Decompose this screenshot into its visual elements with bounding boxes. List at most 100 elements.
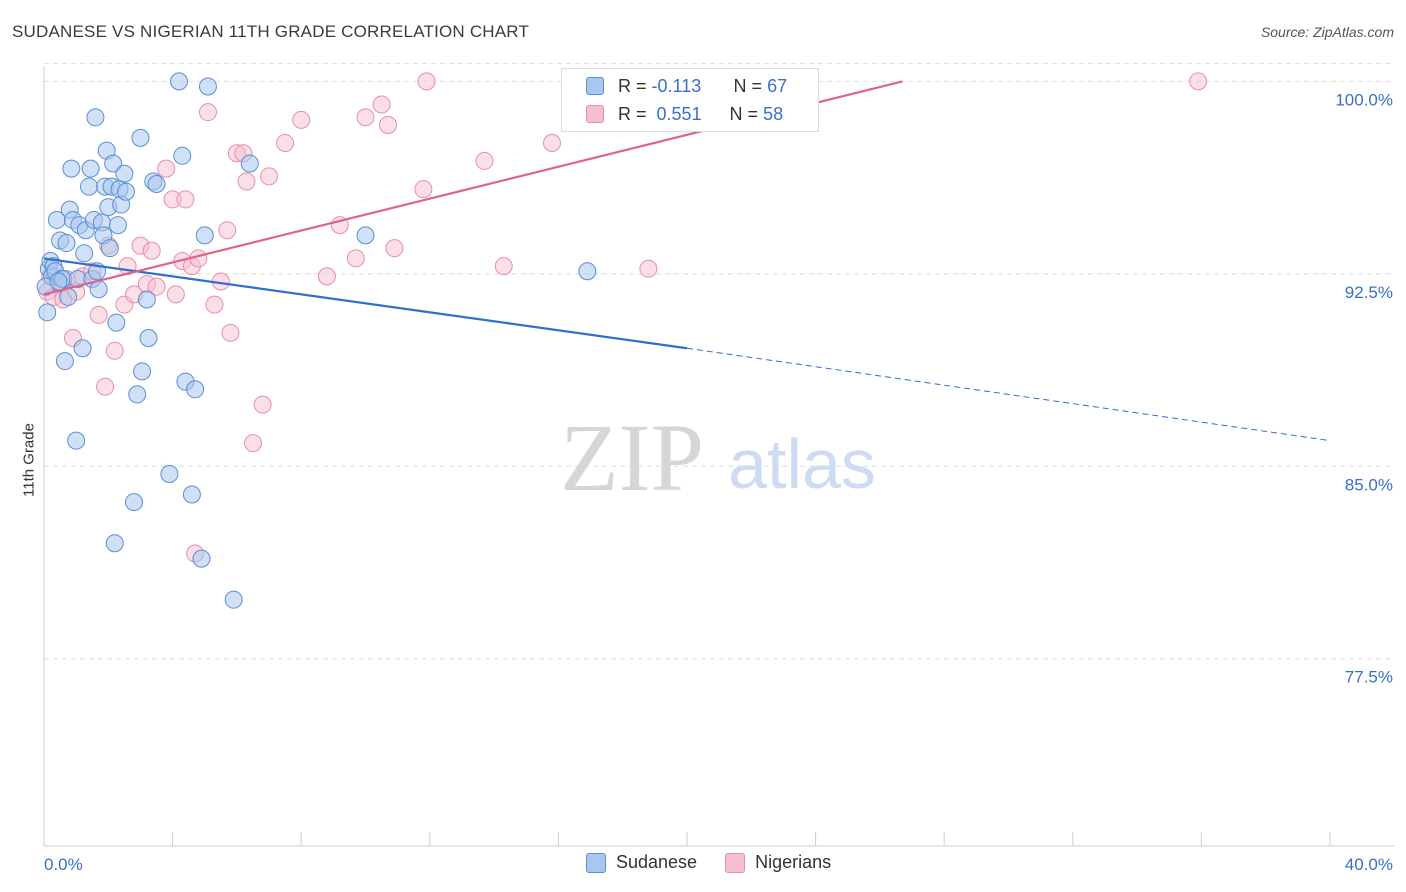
sudanese-point — [195, 226, 214, 245]
tick-labels: 77.5% 85.0% 92.5% 100.0% 0.0% 40.0% — [44, 90, 1393, 874]
nigerian-point — [542, 133, 561, 152]
sudanese-point — [81, 159, 100, 178]
legend-row-nigerian: R = 0.551 N = 58 — [586, 103, 783, 125]
sudanese-point — [73, 339, 92, 358]
legend-label-nigerians: Nigerians — [755, 852, 832, 872]
legend-row-sudanese: R = -0.113 N = 67 — [586, 75, 787, 97]
sudanese-point — [80, 177, 99, 196]
legend-n-label: N = — [733, 75, 763, 96]
watermark: ZIP atlas — [560, 404, 876, 511]
y-tick-label: 100.0% — [1335, 90, 1393, 109]
grid-lines — [44, 62, 1394, 660]
sudanese-point — [182, 485, 201, 504]
sudanese-point — [55, 352, 74, 371]
source-label: Source: ZipAtlas.com — [1260, 24, 1394, 40]
nigerian-point — [494, 257, 513, 276]
nigerian-point — [414, 180, 433, 199]
nigerian-point — [356, 108, 375, 127]
sudanese-point — [224, 590, 243, 609]
sudanese-point — [108, 216, 127, 235]
nigerian-point — [379, 116, 398, 135]
sudanese-point — [139, 328, 158, 347]
sudanese-point — [160, 464, 179, 483]
nigerian-point — [639, 259, 658, 278]
legend-n-value: 67 — [767, 75, 788, 96]
nigerian-point — [292, 110, 311, 129]
nigerian-point — [221, 323, 240, 342]
sudanese-point — [38, 303, 57, 322]
nigerian-point — [346, 249, 365, 268]
nigerian-point — [218, 221, 237, 240]
sudanese-point — [100, 239, 119, 258]
legend-r-value: 0.551 — [656, 103, 702, 124]
watermark-atlas: atlas — [728, 425, 876, 503]
sudanese-point — [49, 272, 68, 291]
nigerian-point — [166, 285, 185, 304]
y-axis-label: 11th Grade — [20, 423, 38, 497]
legend-r-label: R = — [618, 75, 647, 96]
y-tick-label: 77.5% — [1345, 668, 1393, 687]
nigerian-point — [142, 241, 161, 260]
nigerian-point — [385, 239, 404, 258]
trend-lines — [43, 80, 1331, 442]
sudanese-point — [67, 431, 86, 450]
nigerian-point — [89, 305, 108, 324]
sudanese-trend-extension — [686, 347, 1331, 442]
sudanese-point — [125, 493, 144, 512]
sudanese-swatch — [586, 852, 606, 873]
nigerian-point — [475, 151, 494, 170]
sudanese-point — [105, 534, 124, 553]
sudanese-point — [170, 72, 189, 91]
nigerian-point — [253, 395, 272, 414]
nigerian-point — [237, 172, 256, 191]
x-tick-label: 0.0% — [44, 855, 83, 874]
sudanese-points — [36, 72, 597, 609]
chart-title: SUDANESE VS NIGERIAN 11TH GRADE CORRELAT… — [12, 22, 530, 41]
sudanese-point — [147, 175, 166, 194]
sudanese-point — [137, 290, 156, 309]
y-tick-label: 92.5% — [1345, 283, 1393, 302]
sudanese-point — [133, 362, 152, 381]
nigerian-point — [260, 167, 279, 186]
sudanese-swatch — [586, 77, 604, 95]
legend-n-value: 58 — [763, 103, 784, 124]
sudanese-point — [131, 128, 150, 147]
nigerian-point — [176, 190, 195, 209]
nigerian-point — [205, 295, 224, 314]
y-tick-label: 85.0% — [1345, 475, 1393, 494]
nigerian-point — [276, 133, 295, 152]
legend-item-nigerians[interactable]: Nigerians — [725, 852, 831, 873]
sudanese-point — [62, 159, 81, 178]
series-legend: Sudanese Nigerians — [586, 852, 859, 873]
legend-label-sudanese: Sudanese — [616, 852, 698, 872]
sudanese-point — [115, 164, 134, 183]
x-tick-label: 40.0% — [1345, 855, 1393, 874]
nigerian-point — [147, 277, 166, 296]
sudanese-point — [116, 182, 135, 201]
sudanese-point — [128, 385, 147, 404]
legend-n-label: N = — [729, 103, 759, 124]
legend-r-value: -0.113 — [651, 75, 702, 96]
sudanese-point — [86, 108, 105, 127]
stats-legend: R = -0.113 N = 67 R = 0.551 N = 58 — [561, 68, 819, 132]
nigerian-point — [1189, 72, 1208, 91]
legend-item-sudanese[interactable]: Sudanese — [586, 852, 697, 873]
sudanese-point — [107, 313, 126, 332]
nigerian-point — [157, 159, 176, 178]
nigerian-swatch — [725, 852, 746, 873]
nigerian-point — [417, 72, 436, 91]
nigerian-point — [105, 341, 124, 360]
nigerian-point — [96, 377, 115, 396]
sudanese-point — [186, 380, 205, 399]
sudanese-point — [57, 234, 76, 253]
sudanese-point — [173, 146, 192, 165]
nigerian-point — [198, 103, 217, 122]
sudanese-point — [240, 154, 259, 173]
sudanese-trend-line — [43, 257, 688, 350]
sudanese-point — [356, 226, 375, 245]
nigerian-point — [243, 434, 262, 453]
nigerian-point — [372, 95, 391, 114]
sudanese-point — [104, 154, 123, 173]
sudanese-point — [198, 77, 217, 96]
